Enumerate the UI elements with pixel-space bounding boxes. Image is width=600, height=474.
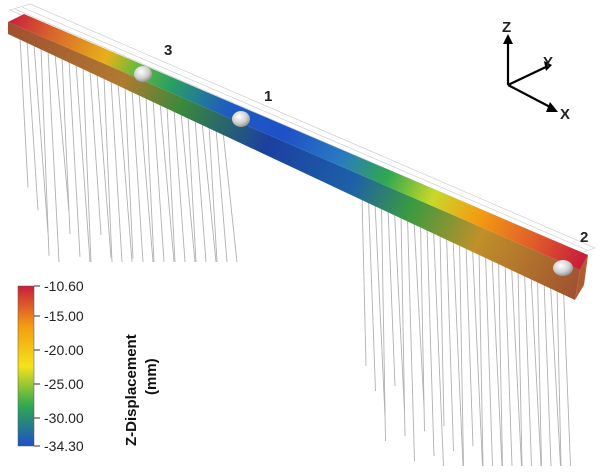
colorbar-tick-label: -25.00 <box>44 376 84 392</box>
pile <box>138 92 154 263</box>
pile <box>374 202 386 417</box>
axis-triad: Z Y X <box>502 19 570 123</box>
pile <box>563 289 571 467</box>
beam-top-face <box>8 14 588 270</box>
pile <box>54 53 70 212</box>
pile <box>187 115 197 263</box>
colorbar-tick-label: -10.60 <box>44 278 84 294</box>
pile <box>89 69 102 236</box>
pile <box>173 108 186 263</box>
pile <box>556 286 562 467</box>
colorbar-units: (mm) <box>143 358 160 395</box>
pile <box>537 277 542 467</box>
pile <box>61 56 71 235</box>
pile <box>33 44 49 234</box>
beam-end-face <box>575 255 588 300</box>
pile <box>426 226 435 457</box>
pile <box>40 47 50 256</box>
pile <box>201 121 217 263</box>
pile <box>524 271 532 467</box>
pile <box>110 79 123 263</box>
colorbar-tick-label: -30.00 <box>44 410 84 426</box>
pile <box>361 195 367 367</box>
marker-3-label: 3 <box>164 42 172 59</box>
pile <box>439 232 445 427</box>
marker-2[interactable]: 2 <box>553 229 588 276</box>
pile <box>145 95 155 263</box>
pile <box>394 211 405 412</box>
axis-z-label: Z <box>502 19 511 36</box>
pile <box>152 99 165 263</box>
pile <box>68 60 81 257</box>
pile <box>103 76 113 263</box>
pile <box>446 235 454 452</box>
pile <box>543 280 552 467</box>
colorbar-gradient <box>17 285 35 447</box>
pile <box>407 217 415 462</box>
pile <box>117 82 133 263</box>
pile <box>550 283 561 467</box>
pile <box>222 131 238 263</box>
pile <box>47 50 60 263</box>
pile <box>413 220 425 407</box>
pile <box>491 256 503 467</box>
pile <box>19 37 29 188</box>
pile <box>381 205 386 442</box>
pile <box>420 223 425 432</box>
pile <box>82 66 92 263</box>
pile <box>400 214 406 437</box>
colorbar-tick-label: -34.30 <box>44 438 84 454</box>
beam-side-face <box>8 22 580 300</box>
pile <box>485 253 493 467</box>
beam <box>8 14 588 300</box>
pile <box>465 244 474 447</box>
axis-x-label: X <box>560 106 570 123</box>
pile <box>159 102 175 263</box>
pile <box>180 112 196 263</box>
pile <box>452 238 464 467</box>
pile <box>478 250 484 467</box>
pile <box>511 265 522 467</box>
marker-1[interactable]: 1 <box>232 88 272 127</box>
pile <box>131 89 144 263</box>
pile-lines <box>19 37 571 467</box>
pile <box>433 229 444 467</box>
pile <box>368 198 376 392</box>
pile <box>96 73 112 258</box>
pile <box>75 63 91 263</box>
pile <box>472 247 483 467</box>
color-legend: -10.60 -15.00 -20.00 -25.00 -30.00 -34.3… <box>17 278 160 454</box>
pile <box>166 105 176 263</box>
pile <box>517 268 523 467</box>
marker-2-label: 2 <box>580 229 588 246</box>
colorbar-title: Z-Displacement <box>123 334 140 446</box>
pile <box>387 208 396 387</box>
marker-1-label: 1 <box>264 88 272 105</box>
pile <box>498 259 503 467</box>
pile <box>215 128 228 263</box>
pile <box>208 125 218 263</box>
pile <box>504 262 513 467</box>
marker-3[interactable]: 3 <box>134 42 172 82</box>
colorbar-tick-label: -15.00 <box>44 308 84 324</box>
pile <box>26 40 39 211</box>
pile <box>124 86 134 259</box>
axis-y-label: Y <box>543 54 553 71</box>
pile <box>194 118 207 263</box>
pile <box>459 241 464 467</box>
colorbar-tick-label: -20.00 <box>44 342 84 358</box>
pile <box>530 274 542 467</box>
